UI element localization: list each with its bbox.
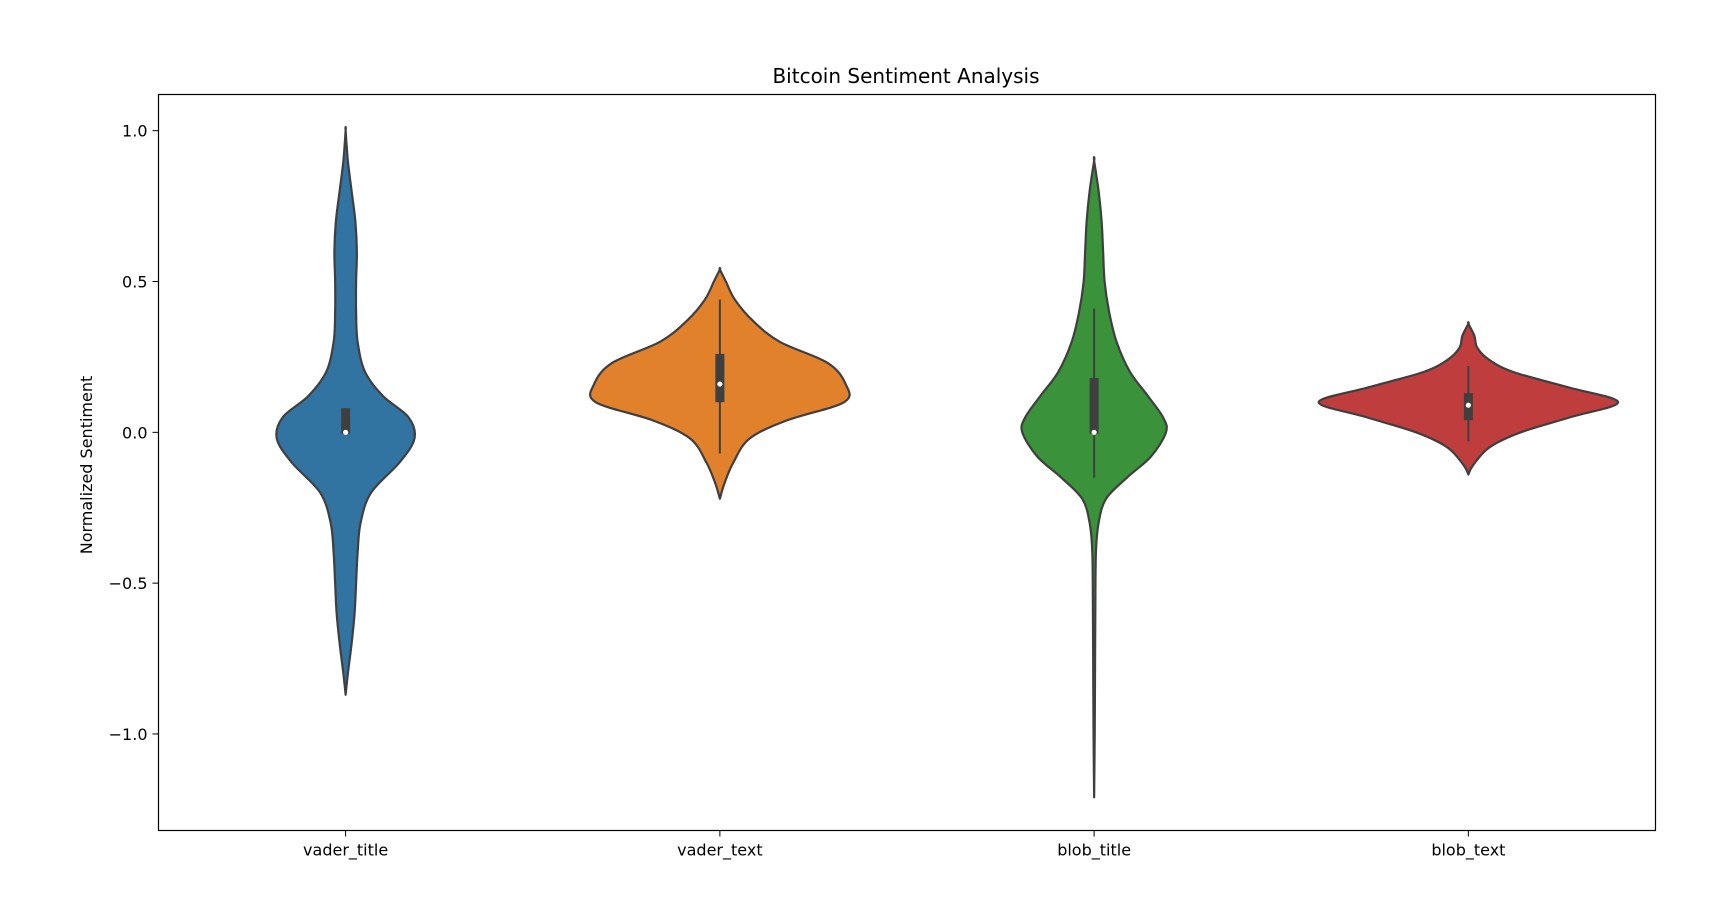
y-tick-label: −0.5: [109, 574, 148, 593]
violin-median-dot: [343, 429, 349, 435]
x-axis: vader_title vader_text blob_title blob_text: [303, 830, 1505, 861]
y-axis-label: Normalized Sentiment: [77, 376, 96, 555]
violin-vader_title: [275, 125, 417, 696]
y-tick-label: −1.0: [109, 725, 148, 744]
violin-blob_text: [1317, 321, 1620, 476]
y-axis: 1.0 0.5 0.0 −0.5 −1.0: [109, 122, 159, 744]
violin-median-dot: [1465, 402, 1471, 408]
violin-median-dot: [1091, 429, 1097, 435]
violin-blob_title: [1020, 155, 1168, 799]
violin-median-dot: [717, 381, 723, 387]
x-tick-label: vader_title: [303, 841, 388, 861]
violins-layer: [275, 125, 1620, 799]
y-tick-label: 0.0: [122, 423, 147, 442]
violin-iqr-box: [715, 353, 725, 403]
x-tick-label: blob_text: [1431, 841, 1505, 861]
x-tick-label: vader_text: [677, 841, 762, 861]
x-tick-label: blob_title: [1057, 841, 1131, 861]
violin-vader_text: [589, 266, 851, 500]
plot-frame: [157, 93, 1657, 832]
chart-title: Bitcoin Sentiment Analysis: [772, 64, 1039, 88]
y-tick-label: 1.0: [122, 122, 147, 141]
y-tick-label: 0.5: [122, 273, 147, 292]
violin-iqr-box: [1089, 378, 1099, 434]
violin-iqr-box: [341, 408, 351, 434]
